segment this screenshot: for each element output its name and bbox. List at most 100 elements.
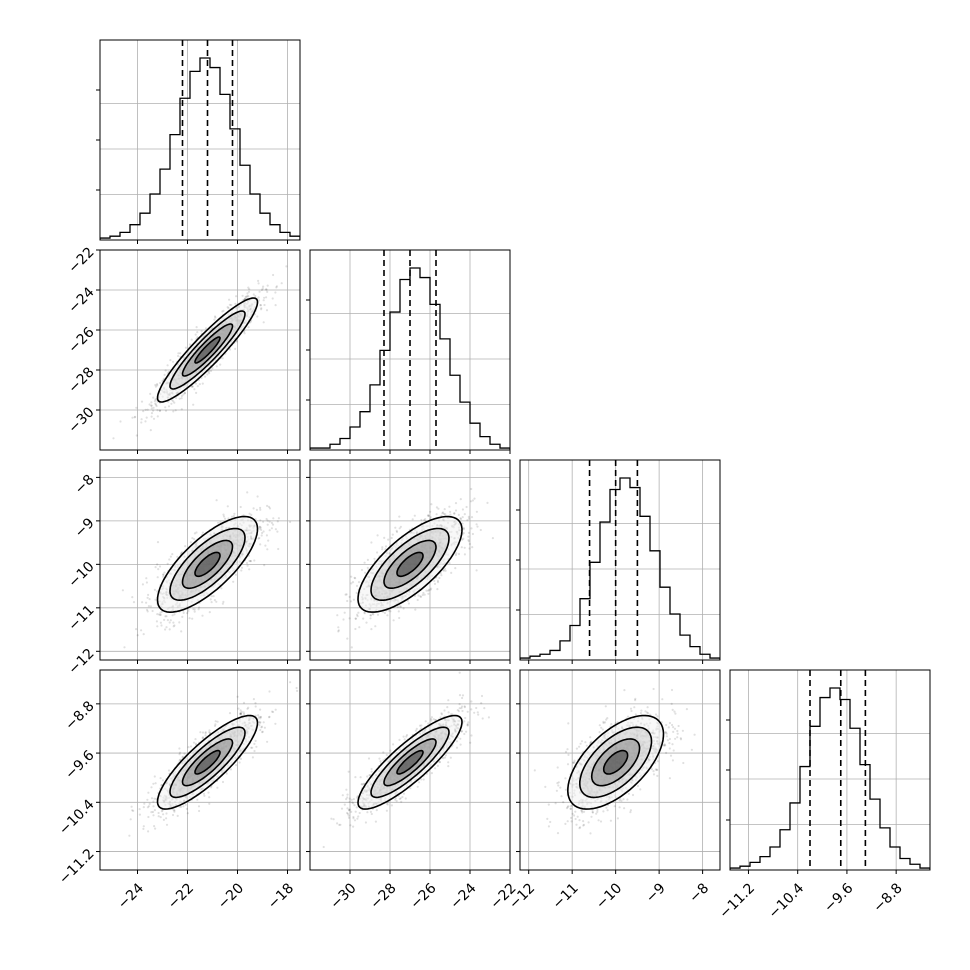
scatter-point (259, 506, 262, 509)
scatter-point (159, 611, 162, 614)
scatter-point (142, 410, 145, 413)
scatter-point (165, 823, 169, 826)
scatter-point (160, 624, 163, 627)
scatter-point (135, 628, 138, 631)
scatter-point (171, 360, 175, 363)
scatter-point (188, 617, 191, 620)
scatter-point (258, 536, 261, 540)
scatter-point (156, 625, 159, 628)
scatter-point (148, 598, 151, 601)
scatter-point (119, 420, 122, 423)
scatter-point (168, 621, 171, 624)
scatter-point (270, 521, 273, 525)
scatter-point (141, 601, 144, 604)
scatter-point (165, 812, 168, 815)
scatter-point (156, 415, 159, 418)
scatter-point (152, 805, 155, 808)
scatter-point (167, 405, 171, 408)
scatter-point (193, 388, 196, 391)
scatter-point (454, 509, 458, 512)
scatter-point (158, 565, 162, 568)
scatter-point (187, 608, 190, 611)
scatter-point (164, 615, 167, 618)
scatter-point (259, 708, 262, 711)
scatter-point (227, 307, 230, 310)
scatter-point (169, 619, 172, 622)
scatter-point (183, 391, 186, 394)
scatter-point (158, 613, 161, 616)
scatter-point (260, 307, 263, 310)
scatter-point (199, 731, 202, 734)
scatter-point (437, 507, 440, 510)
scatter-point (181, 755, 184, 758)
scatter-point (268, 690, 271, 693)
scatter-point (226, 505, 229, 508)
scatter-point (486, 501, 489, 504)
scatter-point (275, 285, 278, 288)
scatter-point (267, 505, 271, 508)
scatter-point (132, 809, 135, 813)
scatter-point (234, 347, 237, 350)
panel-2-1 (306, 459, 511, 664)
scatter-point (140, 421, 143, 424)
scatter-point (265, 534, 268, 537)
scatter-point (376, 551, 379, 554)
scatter-point (436, 581, 440, 584)
scatter-point (131, 809, 134, 812)
scatter-point (390, 536, 393, 540)
scatter-point (141, 583, 144, 586)
scatter-point (450, 571, 453, 575)
scatter-point (247, 286, 250, 289)
scatter-point (337, 630, 340, 633)
scatter-point (259, 715, 262, 719)
scatter-point (156, 383, 159, 386)
scatter-point (462, 528, 465, 531)
scatter-point (140, 629, 143, 632)
scatter-point (265, 296, 268, 299)
scatter-point (413, 514, 416, 517)
scatter-point (417, 594, 420, 597)
scatter-point (194, 333, 197, 336)
scatter-point (246, 294, 249, 297)
scatter-point (435, 506, 438, 509)
scatter-point (459, 518, 463, 521)
scatter-point (179, 352, 182, 355)
scatter-point (247, 326, 250, 329)
scatter-point (397, 610, 400, 613)
scatter-point (419, 595, 422, 598)
scatter-point (466, 519, 469, 522)
scatter-point (193, 532, 196, 535)
scatter-point (150, 797, 154, 800)
scatter-point (261, 287, 264, 290)
scatter-point (444, 513, 447, 516)
scatter-point (467, 515, 470, 519)
scatter-point (249, 559, 252, 563)
scatter-point (370, 541, 373, 544)
scatter-point (389, 610, 392, 613)
scatter-point (154, 598, 157, 601)
scatter-point (258, 290, 261, 293)
scatter-point (271, 297, 274, 300)
scatter-point (268, 529, 271, 532)
scatter-point (387, 538, 390, 541)
scatter-point (147, 605, 150, 608)
scatter-point (133, 416, 136, 419)
scatter-point (369, 614, 372, 617)
scatter-point (419, 595, 423, 599)
scatter-point (150, 407, 153, 410)
scatter-point (180, 394, 183, 398)
scatter-point (217, 521, 220, 524)
scatter-point (204, 327, 208, 330)
scatter-point (134, 415, 137, 418)
scatter-point (259, 508, 262, 511)
scatter-point (429, 510, 432, 513)
scatter-point (180, 397, 183, 400)
scatter-point (356, 615, 359, 618)
scatter-point (475, 569, 478, 572)
scatter-point (257, 299, 261, 302)
scatter-point (181, 551, 184, 554)
scatter-point (264, 288, 268, 291)
scatter-point (459, 517, 462, 520)
scatter-point (143, 802, 146, 805)
